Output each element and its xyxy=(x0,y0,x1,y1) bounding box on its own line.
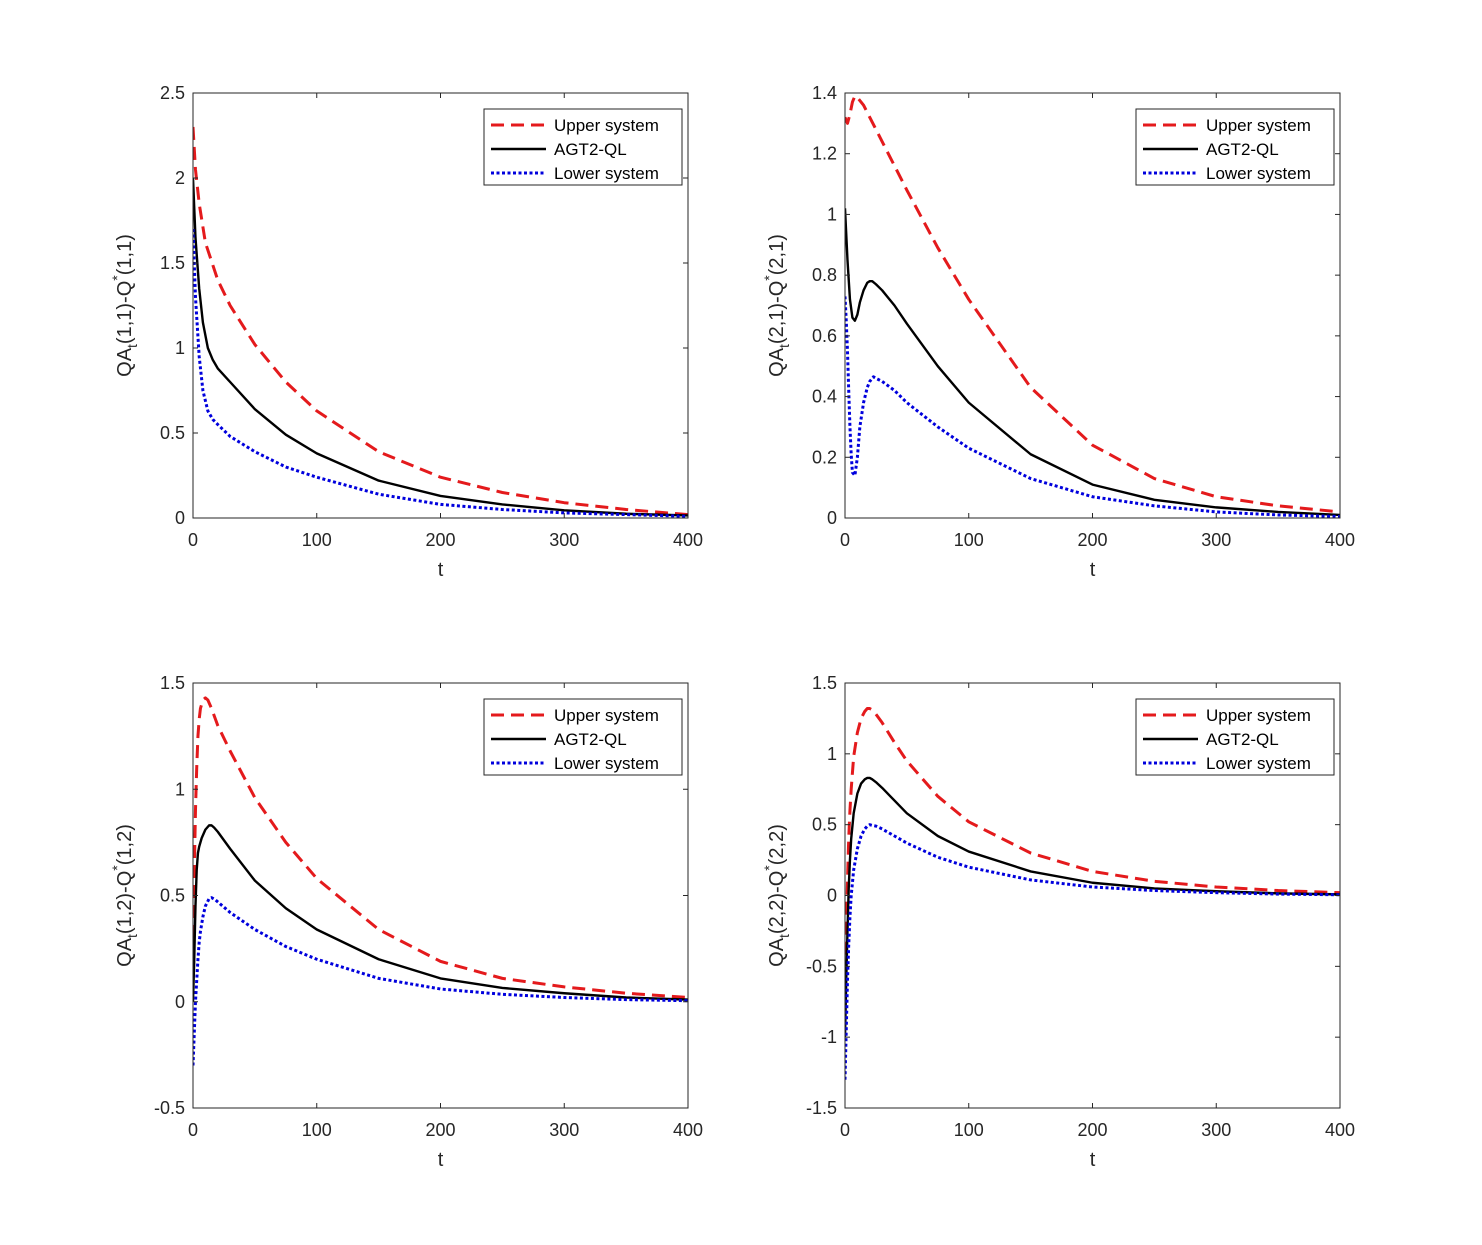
x-axis-label: t xyxy=(438,559,444,581)
y-tick-label: 0 xyxy=(827,886,837,906)
y-tick-label: -1.5 xyxy=(806,1098,837,1118)
chart-panel-3: 0 100 200 300 400-0.500.511.5tQAt(1,2)-Q*(1,… xyxy=(109,673,703,1171)
series-line-agt2-ql xyxy=(193,177,688,517)
chart-panel-4: 0 100 200 300 400 -1.5 -1 -0.5 0 0.5 1 1.5 t QAt(2,2)… xyxy=(761,673,1355,1171)
x-tick-label: 0 xyxy=(840,1120,850,1140)
x-tick-label: 300 xyxy=(1201,1120,1231,1140)
y-tick-label: 0.5 xyxy=(160,886,185,906)
legend-label: AGT2-QL xyxy=(554,140,627,159)
x-axis-label: t xyxy=(1090,1149,1096,1171)
legend: Upper system AGT2-QL Lower system xyxy=(483,108,683,186)
y-tick-label: 0.6 xyxy=(812,326,837,346)
x-tick-label: 300 xyxy=(1201,530,1231,550)
x-tick-label: 400 xyxy=(1325,1120,1355,1140)
series-line-upper-system xyxy=(193,126,688,517)
x-tick-label: 100 xyxy=(954,1120,984,1140)
legend: Upper system AGT2-QL Lower system xyxy=(1135,698,1335,776)
legend-label: Upper system xyxy=(554,706,659,725)
legend-label: Lower system xyxy=(554,164,659,183)
y-tick-label: -1 xyxy=(821,1027,837,1047)
y-tick-label: 1.5 xyxy=(160,673,185,693)
y-axis-label: QAt(2,2)-Q*(2,2) xyxy=(761,824,792,967)
x-tick-label: 100 xyxy=(302,1120,332,1140)
y-tick-label: 1 xyxy=(827,204,837,224)
y-tick-label: 1.4 xyxy=(812,83,837,103)
y-tick-label: 1.5 xyxy=(160,253,185,273)
legend: Upper system AGT2-QL Lower system xyxy=(1135,108,1335,186)
legend-label: Lower system xyxy=(1206,164,1311,183)
x-tick-label: 200 xyxy=(1077,1120,1107,1140)
y-tick-label: 0.8 xyxy=(812,265,837,285)
y-tick-label: 0.5 xyxy=(812,815,837,835)
y-axis-label: QAt(1,1)-Q*(1,1) xyxy=(109,234,140,377)
legend-label: Lower system xyxy=(554,754,659,773)
x-tick-label: 0 xyxy=(840,530,850,550)
x-axis-label: t xyxy=(438,1149,444,1171)
x-tick-label: 200 xyxy=(1077,530,1107,550)
chart-panel-1: 0 100 200 300 400 0 0.5 1 1.5 2 2.5 t QAt(1,1)-Q*(1,… xyxy=(109,83,703,581)
y-tick-label: 0.5 xyxy=(160,423,185,443)
legend-box xyxy=(1135,698,1335,776)
y-tick-label: 2 xyxy=(175,168,185,188)
y-tick-label: 0 xyxy=(175,508,185,528)
series-line-lower-system xyxy=(193,228,688,518)
x-tick-label: 100 xyxy=(954,530,984,550)
y-tick-label: 2.5 xyxy=(160,83,185,103)
series-line-lower-system xyxy=(845,296,1340,518)
y-tick-label: 1.2 xyxy=(812,144,837,164)
series-line-agt2-ql xyxy=(845,776,1340,1038)
y-tick-label: 1 xyxy=(827,744,837,764)
legend-label: Lower system xyxy=(1206,754,1311,773)
x-axis-label: t xyxy=(1090,559,1096,581)
y-tick-label: 1.5 xyxy=(812,673,837,693)
legend-box xyxy=(483,108,683,186)
y-tick-label: -0.5 xyxy=(806,956,837,976)
legend-label: AGT2-QL xyxy=(1206,140,1279,159)
x-tick-label: 400 xyxy=(673,530,703,550)
legend-label: Upper system xyxy=(1206,116,1311,135)
legend-box xyxy=(483,698,683,776)
legend-box xyxy=(1135,108,1335,186)
y-tick-label: 0 xyxy=(175,992,185,1012)
y-tick-label: 1 xyxy=(175,779,185,799)
y-tick-label: 0.2 xyxy=(812,447,837,467)
legend-label: Upper system xyxy=(554,116,659,135)
x-tick-label: 200 xyxy=(425,1120,455,1140)
x-tick-label: 400 xyxy=(673,1120,703,1140)
y-tick-label: 0.4 xyxy=(812,387,837,407)
legend-label: AGT2-QL xyxy=(1206,730,1279,749)
chart-panel-2: 0 100 200 300 400 0 0.2 0.4 0.6 0.8 1 1.2 1.4 t QAt(2,… xyxy=(761,83,1355,581)
x-tick-label: 100 xyxy=(302,530,332,550)
x-tick-label: 0 xyxy=(188,1120,198,1140)
x-tick-label: 300 xyxy=(549,1120,579,1140)
series-line-lower-system xyxy=(193,896,688,1066)
legend-label: Upper system xyxy=(1206,706,1311,725)
y-tick-label: -0.5 xyxy=(154,1098,185,1118)
series-line-upper-system xyxy=(845,94,1340,514)
x-tick-label: 200 xyxy=(425,530,455,550)
y-axis-label: QAt(1,2)-Q*(1,2) xyxy=(109,824,140,967)
series-line-upper-system xyxy=(193,696,688,999)
legend-label: AGT2-QL xyxy=(554,730,627,749)
legend: Upper system AGT2-QL Lower system xyxy=(483,698,683,776)
x-tick-label: 300 xyxy=(549,530,579,550)
series-line-upper-system xyxy=(845,707,1340,995)
series-line-agt2-ql xyxy=(845,208,1340,517)
series-line-agt2-ql xyxy=(193,824,688,1002)
y-tick-label: 1 xyxy=(175,338,185,358)
y-axis-label: QAt(2,1)-Q*(2,1) xyxy=(761,234,792,377)
x-tick-label: 0 xyxy=(188,530,198,550)
x-tick-label: 400 xyxy=(1325,530,1355,550)
y-tick-label: 0 xyxy=(827,508,837,528)
